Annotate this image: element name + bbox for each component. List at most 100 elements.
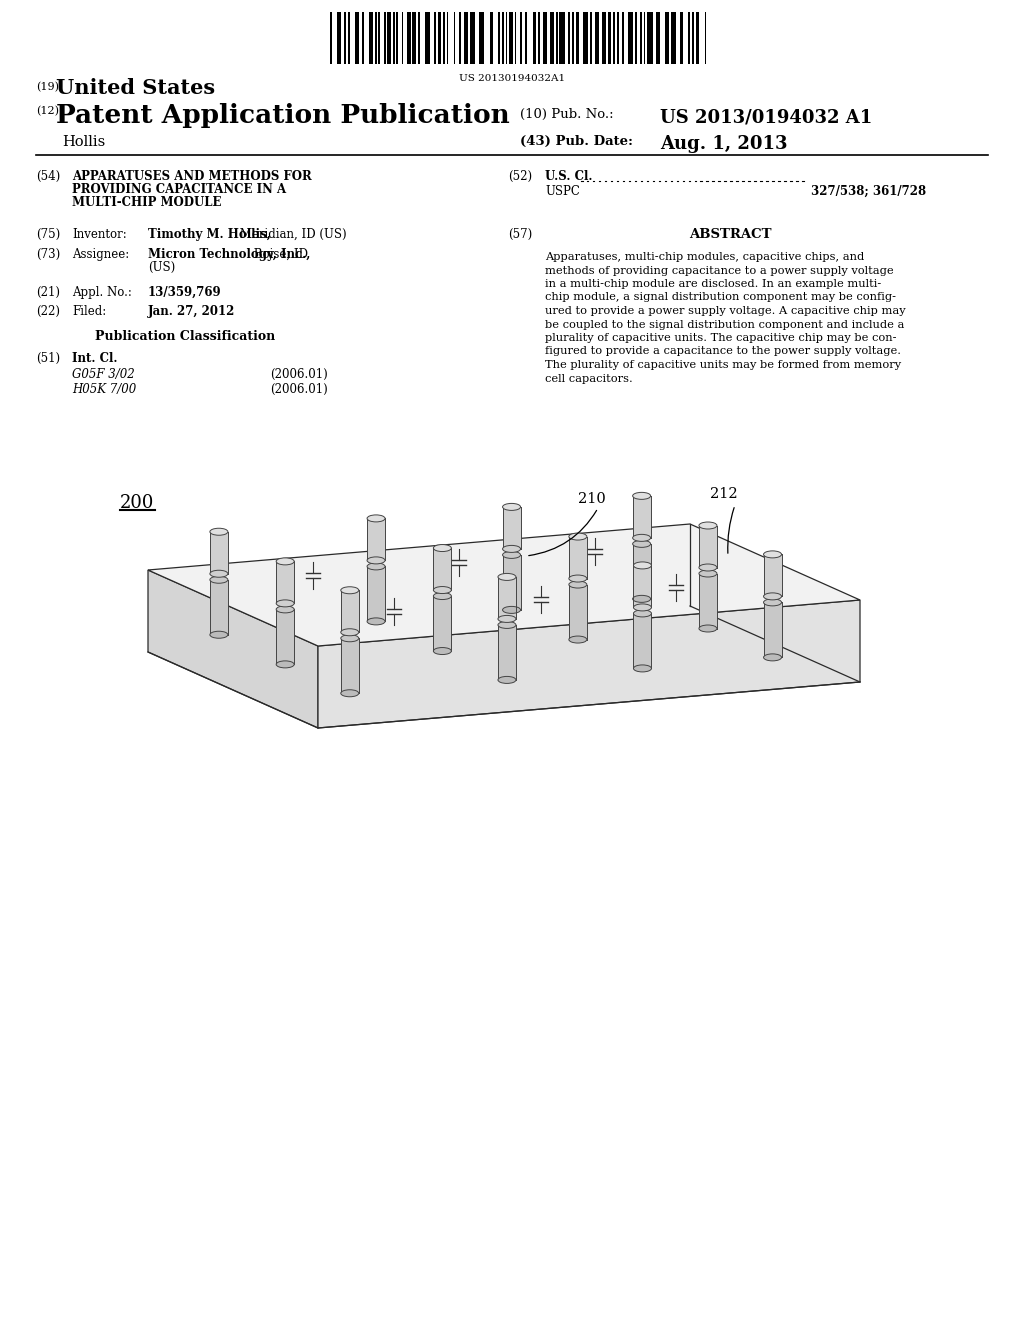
Bar (695, 12, 699, 63)
Bar (699, 525, 717, 568)
Ellipse shape (433, 586, 452, 594)
Text: ABSTRACT: ABSTRACT (689, 228, 771, 242)
Text: Hollis: Hollis (62, 135, 105, 149)
Bar (572, 12, 573, 63)
Ellipse shape (276, 558, 294, 565)
Ellipse shape (367, 557, 385, 564)
Bar (633, 544, 650, 599)
Text: (22): (22) (36, 305, 60, 318)
Bar (379, 12, 380, 63)
Polygon shape (148, 570, 318, 729)
Ellipse shape (634, 562, 651, 569)
Text: (73): (73) (36, 248, 60, 261)
Ellipse shape (633, 595, 650, 602)
Bar (515, 12, 516, 63)
Bar (583, 12, 588, 63)
Bar (628, 12, 633, 63)
Bar (613, 12, 615, 63)
Text: 13/359,769: 13/359,769 (148, 286, 221, 300)
Bar (575, 12, 580, 63)
Bar (498, 624, 516, 680)
Ellipse shape (367, 618, 385, 624)
Bar (506, 12, 508, 63)
Ellipse shape (498, 622, 516, 628)
Bar (602, 12, 606, 63)
Bar (692, 12, 694, 63)
Bar (425, 12, 430, 63)
Text: 210: 210 (578, 492, 606, 506)
Ellipse shape (276, 661, 294, 668)
Ellipse shape (210, 570, 228, 577)
Bar (276, 561, 294, 603)
Bar (680, 12, 683, 63)
Text: G05F 3/02: G05F 3/02 (72, 368, 135, 381)
Ellipse shape (433, 593, 452, 599)
Bar (348, 12, 350, 63)
Text: figured to provide a capacitance to the power supply voltage.: figured to provide a capacitance to the … (545, 346, 901, 356)
Bar (688, 12, 690, 63)
Ellipse shape (503, 552, 520, 558)
Text: Appl. No.:: Appl. No.: (72, 286, 132, 300)
Ellipse shape (634, 610, 651, 616)
Ellipse shape (210, 631, 228, 639)
Bar (479, 12, 484, 63)
Bar (498, 577, 516, 619)
Ellipse shape (498, 615, 516, 623)
Bar (337, 12, 341, 63)
Text: (2006.01): (2006.01) (270, 383, 328, 396)
Bar (525, 12, 527, 63)
Bar (330, 12, 332, 63)
Text: Patent Application Publication: Patent Application Publication (56, 103, 510, 128)
Text: methods of providing capacitance to a power supply voltage: methods of providing capacitance to a po… (545, 265, 894, 276)
Text: (75): (75) (36, 228, 60, 242)
Text: United States: United States (56, 78, 215, 98)
Ellipse shape (569, 581, 587, 587)
Ellipse shape (634, 605, 651, 611)
Text: in a multi-chip module are disclosed. In an example multi-: in a multi-chip module are disclosed. In… (545, 279, 882, 289)
Ellipse shape (367, 562, 385, 570)
Ellipse shape (764, 599, 781, 606)
Text: (10) Pub. No.:: (10) Pub. No.: (520, 108, 613, 121)
Ellipse shape (633, 540, 650, 548)
Bar (623, 12, 624, 63)
Bar (616, 12, 618, 63)
Ellipse shape (341, 587, 358, 594)
Bar (666, 12, 669, 63)
Text: (57): (57) (508, 228, 532, 242)
Ellipse shape (341, 690, 358, 697)
Text: (51): (51) (36, 352, 60, 366)
Bar (341, 590, 358, 632)
Bar (443, 12, 444, 63)
Bar (532, 12, 537, 63)
Bar (499, 12, 501, 63)
Text: (2006.01): (2006.01) (270, 368, 328, 381)
Text: Apparatuses, multi-chip modules, capacitive chips, and: Apparatuses, multi-chip modules, capacit… (545, 252, 864, 261)
Bar (671, 12, 676, 63)
Text: (54): (54) (36, 170, 60, 183)
Ellipse shape (341, 635, 358, 642)
Ellipse shape (276, 606, 294, 612)
Text: (12): (12) (36, 106, 59, 116)
Ellipse shape (569, 533, 587, 540)
Text: Timothy M. Hollis,: Timothy M. Hollis, (148, 228, 271, 242)
Text: Jan. 27, 2012: Jan. 27, 2012 (148, 305, 236, 318)
Text: 212: 212 (710, 487, 737, 502)
Text: The plurality of capacitive units may be formed from memory: The plurality of capacitive units may be… (545, 360, 901, 370)
Bar (341, 639, 358, 693)
Bar (437, 12, 441, 63)
Bar (210, 532, 228, 574)
Bar (635, 12, 637, 63)
Ellipse shape (503, 503, 520, 511)
Bar (644, 12, 645, 63)
Bar (489, 12, 494, 63)
Bar (344, 12, 346, 63)
Bar (502, 12, 504, 63)
Bar (454, 12, 456, 63)
Ellipse shape (699, 570, 717, 577)
Ellipse shape (433, 545, 452, 552)
Ellipse shape (498, 676, 516, 684)
Ellipse shape (699, 521, 717, 529)
Text: APPARATUSES AND METHODS FOR: APPARATUSES AND METHODS FOR (72, 170, 311, 183)
Bar (408, 12, 411, 63)
Ellipse shape (367, 515, 385, 521)
